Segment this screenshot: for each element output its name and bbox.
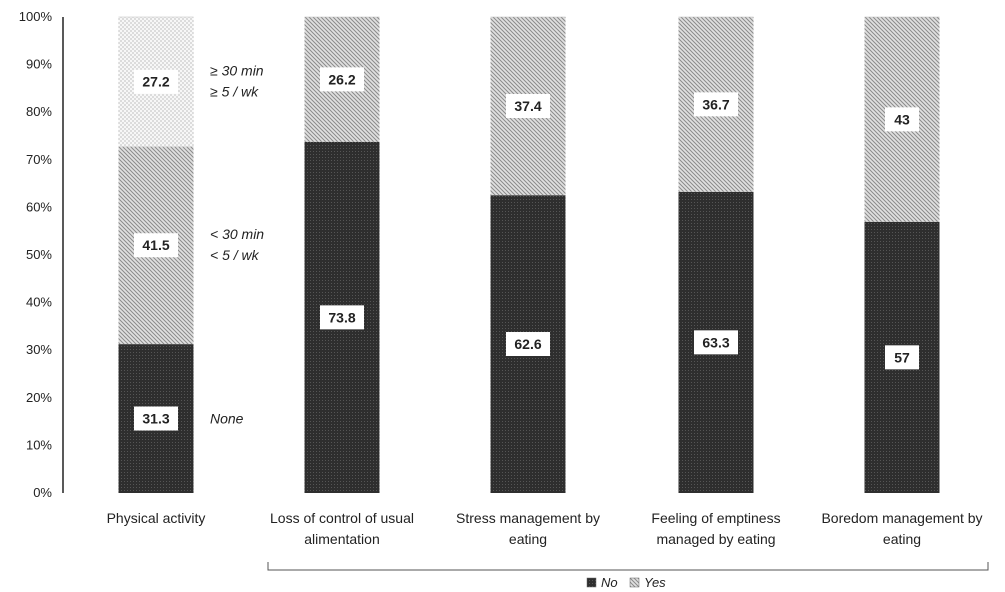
legend-swatch-yes [629,577,640,588]
data-label: 41.5 [142,237,169,253]
data-label: 43 [894,111,910,127]
y-tick-label: 20% [26,390,52,405]
y-tick-label: 10% [26,437,52,452]
physical-activity-annotations: None < 30 min < 5 / wk ≥ 30 min ≥ 5 / wk [210,63,264,427]
data-label: 63.3 [702,334,729,350]
category-labels: Physical activity Loss of control of usua… [107,510,983,547]
data-label-box [694,92,738,117]
legend-label-no: No [601,575,618,590]
annotation-line: < 30 min [210,226,264,242]
category-label: Stress management by [456,510,600,526]
data-label-box [885,345,919,370]
data-label: 73.8 [328,309,355,325]
data-label: 26.2 [328,71,355,87]
data-label-box [506,94,550,119]
data-label: 27.2 [142,74,169,90]
y-tick-label: 40% [26,295,52,310]
category-label: Physical activity [107,510,206,526]
legend: No Yes [267,562,989,590]
data-label: 36.7 [702,96,729,112]
data-label: 57 [894,349,910,365]
y-tick-label: 90% [26,57,52,72]
y-tick-label: 80% [26,104,52,119]
category-label: eating [509,531,547,547]
annotation-line: < 5 / wk [210,247,260,263]
y-axis: 0% 10% 20% 30% 40% 50% 60% 70% 80% 90% 100% [19,9,64,500]
category-label: Loss of control of usual [270,510,414,526]
y-tick-label: 100% [19,9,53,24]
data-label-box [320,67,364,92]
category-label: eating [883,531,921,547]
data-label-box [506,332,550,357]
y-tick-label: 50% [26,247,52,262]
y-tick-label: 70% [26,152,52,167]
annotation-line: ≥ 5 / wk [210,84,259,100]
category-label: Boredom management by [821,510,982,526]
annotation-line: ≥ 30 min [210,63,264,79]
legend-label-yes: Yes [644,575,666,590]
data-label: 62.6 [514,336,541,352]
group-bracket [267,562,989,571]
data-label-box [694,330,738,355]
category-label: managed by eating [656,531,775,547]
category-label: Feeling of emptiness [651,510,780,526]
data-labels: 31.3 41.5 27.2 73.8 26.2 62.6 37.4 63.3 36.7 57 43 [134,67,919,431]
data-label-box [134,69,178,94]
y-tick-label: 0% [33,485,52,500]
y-tick-label: 60% [26,199,52,214]
data-label-box [134,233,178,258]
data-label-box [134,406,178,431]
data-label-box [885,107,919,132]
data-label: 37.4 [514,98,541,114]
category-label: alimentation [304,531,380,547]
data-label-box [320,305,364,330]
data-label: 31.3 [142,411,169,427]
annotation-none: None [210,411,244,427]
legend-swatch-no [586,577,597,588]
y-tick-label: 30% [26,342,52,357]
